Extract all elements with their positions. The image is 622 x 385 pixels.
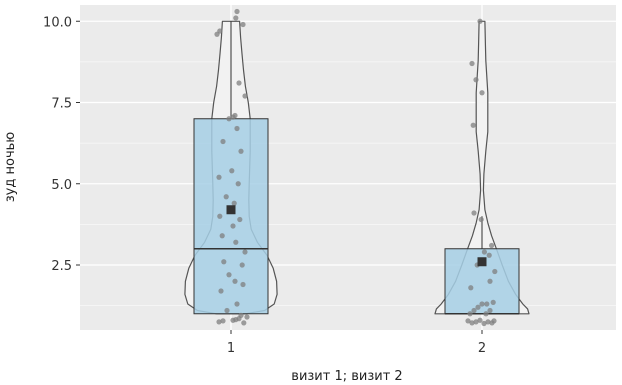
data-point [484, 301, 490, 307]
data-point [235, 181, 241, 187]
data-point [478, 216, 484, 223]
data-point [491, 318, 497, 324]
data-point [471, 307, 477, 314]
data-point [232, 112, 238, 119]
data-point [485, 319, 491, 325]
data-point [479, 90, 485, 96]
data-point [216, 319, 222, 325]
data-point [234, 125, 240, 132]
data-point [220, 318, 226, 324]
data-point [233, 15, 239, 21]
data-point [479, 301, 485, 307]
data-point [217, 28, 223, 34]
data-point [230, 223, 236, 229]
data-point [240, 281, 246, 288]
data-point [216, 174, 222, 180]
y-tick-label: 5.0 [51, 178, 72, 193]
data-point [218, 288, 224, 294]
data-point [221, 259, 227, 265]
x-tick-label: 1 [227, 341, 235, 356]
mean-marker-1 [226, 205, 236, 215]
data-point [240, 21, 246, 28]
plot-panel [80, 5, 616, 330]
data-point [481, 320, 487, 327]
data-point [489, 242, 495, 249]
data-point [244, 314, 250, 320]
y-tick-label: 10.0 [43, 15, 72, 30]
data-point [492, 268, 498, 275]
data-point [470, 122, 476, 128]
mean-marker-2 [477, 257, 487, 267]
data-point [481, 249, 487, 255]
data-point [241, 320, 247, 326]
data-point [468, 285, 474, 291]
data-point [232, 278, 238, 284]
box-1 [193, 118, 269, 315]
data-point [217, 213, 223, 219]
data-point [490, 299, 496, 305]
data-point [242, 93, 248, 99]
y-axis-title: зуд ночью [3, 132, 18, 203]
data-point [237, 216, 243, 223]
mean-markers [226, 205, 487, 267]
data-point [238, 312, 244, 318]
y-tick-label: 2.5 [51, 259, 72, 274]
data-point [467, 311, 473, 317]
data-point [483, 311, 489, 317]
data-point [226, 116, 232, 122]
data-point [469, 60, 475, 67]
data-point [487, 307, 493, 314]
data-point [465, 318, 471, 324]
data-point [223, 194, 229, 200]
y-axis-ticks: 2.5 5.0 7.5 10.0 [43, 15, 80, 274]
data-point [473, 319, 479, 325]
data-point [234, 8, 240, 15]
data-point [220, 138, 226, 145]
data-point [471, 210, 477, 216]
jitter-points [214, 8, 498, 327]
x-tick-label: 2 [478, 341, 486, 356]
data-point [469, 320, 475, 326]
data-point [234, 301, 240, 307]
data-point [231, 200, 237, 206]
data-point [226, 272, 232, 278]
data-point [477, 18, 483, 24]
data-point [242, 249, 248, 255]
data-point [239, 262, 245, 268]
data-point [486, 252, 492, 258]
y-tick-label: 7.5 [51, 97, 72, 112]
data-point [475, 304, 481, 310]
data-point [487, 278, 493, 284]
data-point [238, 148, 244, 154]
data-point [236, 80, 242, 86]
data-point [473, 77, 479, 83]
data-point [477, 317, 483, 323]
data-point [224, 307, 230, 314]
data-point [233, 239, 239, 245]
data-point [229, 168, 235, 174]
data-point [219, 233, 225, 239]
x-axis-title: визит 1; визит 2 [291, 369, 402, 384]
